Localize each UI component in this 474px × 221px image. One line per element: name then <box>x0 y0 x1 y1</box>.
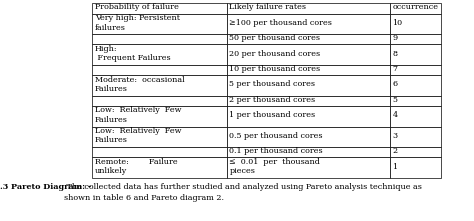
Bar <box>227 3 390 13</box>
Text: 3: 3 <box>392 132 398 140</box>
Bar <box>92 96 227 106</box>
Text: 2: 2 <box>392 147 398 155</box>
Bar <box>92 65 227 75</box>
Text: 5 per thousand cores: 5 per thousand cores <box>229 80 315 88</box>
Text: 9: 9 <box>392 34 398 42</box>
Text: Likely failure rates: Likely failure rates <box>229 3 306 11</box>
Bar <box>227 65 390 75</box>
Text: 0.5 per thousand cores: 0.5 per thousand cores <box>229 132 323 140</box>
Text: Remote:        Failure
unlikely: Remote: Failure unlikely <box>95 158 177 175</box>
Bar <box>92 44 227 65</box>
Text: 1: 1 <box>392 162 398 171</box>
Bar <box>92 106 227 127</box>
Bar <box>92 127 227 147</box>
Bar <box>92 34 227 44</box>
Bar <box>390 147 441 157</box>
Bar <box>390 44 441 65</box>
Bar <box>227 96 390 106</box>
Text: High:
 Frequent Failures: High: Frequent Failures <box>95 45 171 62</box>
Bar <box>390 34 441 44</box>
Text: ≥100 per thousand cores: ≥100 per thousand cores <box>229 19 332 27</box>
Bar <box>390 157 441 178</box>
Text: Probability of failure: Probability of failure <box>95 3 179 11</box>
Text: 5: 5 <box>392 96 398 104</box>
Text: 1 per thousand cores: 1 per thousand cores <box>229 111 316 119</box>
Bar <box>227 75 390 96</box>
Bar <box>92 147 227 157</box>
Text: Moderate:  occasional
Failures: Moderate: occasional Failures <box>95 76 184 93</box>
Bar <box>227 157 390 178</box>
Bar <box>227 34 390 44</box>
Text: The collected data has further studied and analyzed using Pareto analysis techni: The collected data has further studied a… <box>64 183 422 202</box>
Text: Low:  Relatively  Few
Failures: Low: Relatively Few Failures <box>95 107 181 124</box>
Bar <box>390 65 441 75</box>
Bar <box>390 13 441 34</box>
Bar <box>92 75 227 96</box>
Bar <box>227 106 390 127</box>
Bar <box>390 75 441 96</box>
Bar <box>92 157 227 178</box>
Bar <box>227 44 390 65</box>
Text: 10 per thousand cores: 10 per thousand cores <box>229 65 320 73</box>
Text: Low:  Relatively  Few
Failures: Low: Relatively Few Failures <box>95 127 181 145</box>
Bar <box>390 127 441 147</box>
Text: 50 per thousand cores: 50 per thousand cores <box>229 34 320 42</box>
Text: ≤  0.01  per  thousand
pieces: ≤ 0.01 per thousand pieces <box>229 158 320 175</box>
Text: 4: 4 <box>392 111 398 119</box>
Bar <box>92 3 227 13</box>
Bar <box>227 13 390 34</box>
Text: 10: 10 <box>392 19 402 27</box>
Bar <box>227 147 390 157</box>
Text: 0.1 per thousand cores: 0.1 per thousand cores <box>229 147 323 155</box>
Text: 6: 6 <box>392 80 398 88</box>
Text: 2 per thousand cores: 2 per thousand cores <box>229 96 316 104</box>
Bar <box>390 3 441 13</box>
Bar <box>227 127 390 147</box>
Text: 7: 7 <box>392 65 398 73</box>
Bar <box>92 13 227 34</box>
Bar <box>390 96 441 106</box>
Text: Very high: Persistent
failures: Very high: Persistent failures <box>95 14 180 32</box>
Text: occurrence: occurrence <box>392 3 438 11</box>
Text: 20 per thousand cores: 20 per thousand cores <box>229 50 320 57</box>
Text: 8: 8 <box>392 50 398 57</box>
Text: .3 Pareto Diagram: -: .3 Pareto Diagram: - <box>0 183 91 191</box>
Bar <box>390 106 441 127</box>
